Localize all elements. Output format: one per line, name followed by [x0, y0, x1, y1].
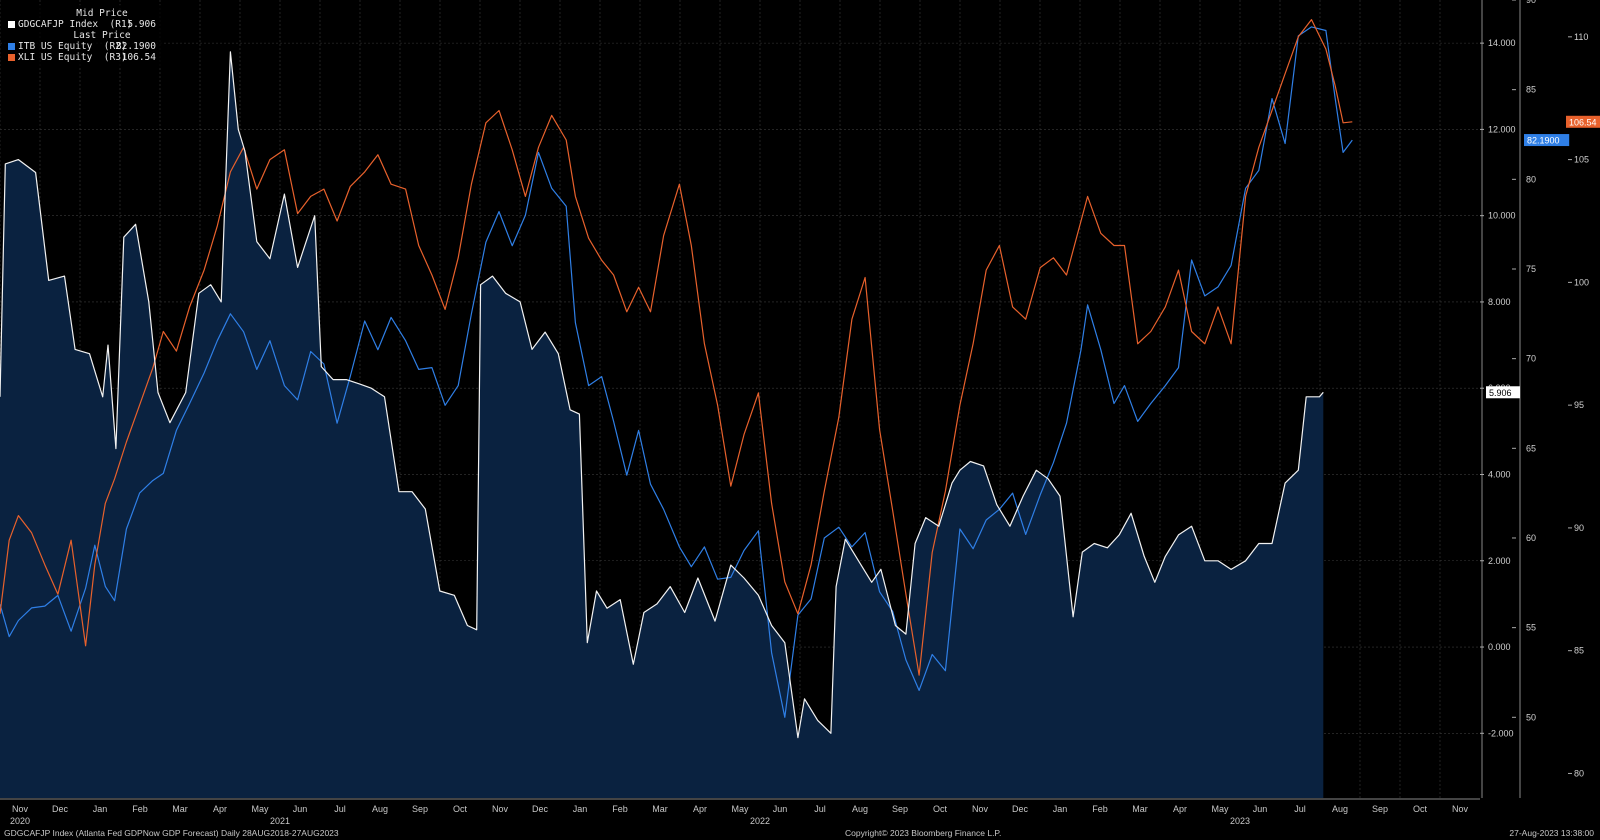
legend-value-gdp: 5.906	[127, 19, 156, 30]
last-value-tag-bg	[1486, 386, 1520, 399]
axis-tick-label-r2: 85	[1526, 85, 1536, 95]
month-tick-label: Apr	[213, 804, 227, 814]
month-tick-label: Feb	[132, 804, 148, 814]
plot-area	[0, 19, 1353, 799]
axis-tick-label-r2: 50	[1526, 712, 1536, 722]
axis-tick-label-r1: -2.000	[1488, 728, 1514, 738]
month-tick-label: Apr	[1173, 804, 1187, 814]
month-tick-label: Nov	[1452, 804, 1469, 814]
axis-tick-label-r2: 75	[1526, 264, 1536, 274]
year-tick-label: 2023	[1230, 816, 1250, 826]
footer-timestamp: 27-Aug-2023 13:38:00	[1509, 828, 1594, 838]
month-tick-label: May	[731, 804, 749, 814]
last-value-tag-label: 82.1900	[1527, 136, 1560, 146]
axis-tick-label-r2: 90	[1526, 0, 1536, 5]
month-tick-label: Sep	[892, 804, 908, 814]
legend-label-xli: XLI US Equity (R3)	[18, 52, 127, 63]
month-tick-label: Jul	[814, 804, 826, 814]
legend-swatch-gdp	[8, 21, 15, 28]
axis-tick-label-r2: 70	[1526, 354, 1536, 364]
axis-tick-label-r1: 10.000	[1488, 211, 1516, 221]
axis-tick-label-r1: 14.000	[1488, 38, 1516, 48]
axis-tick-label-r1: 2.000	[1488, 556, 1511, 566]
last-value-tag-label: 5.906	[1489, 388, 1512, 398]
month-tick-label: Nov	[492, 804, 509, 814]
legend-swatch-xli	[8, 54, 15, 61]
last-value-tag-label: 106.54	[1569, 117, 1597, 127]
month-tick-label: Aug	[1332, 804, 1348, 814]
month-tick-label: Jun	[293, 804, 308, 814]
legend-item-xli: XLI US Equity (R3) 106.54	[8, 52, 156, 63]
month-tick-label: Dec	[52, 804, 69, 814]
legend-label-itb: ITB US Equity (R2)	[18, 41, 127, 52]
month-tick-label: Aug	[852, 804, 868, 814]
month-tick-label: Aug	[372, 804, 388, 814]
month-tick-label: Feb	[1092, 804, 1108, 814]
axis-tick-label-r3: 100	[1574, 277, 1589, 287]
footer-series-description: GDGCAFJP Index (Atlanta Fed GDPNow GDP F…	[4, 828, 339, 838]
axis-tick-label-r2: 55	[1526, 623, 1536, 633]
axis-tick-label-r2: 80	[1526, 174, 1536, 184]
month-tick-label: Jul	[334, 804, 346, 814]
month-tick-label: Jan	[573, 804, 588, 814]
axes: Nov Dec Jan Feb Mar Apr May Jun Jul Aug Sep Oct Nov D…	[0, 0, 1589, 826]
series-line-itb	[0, 26, 1353, 718]
month-tick-label: Nov	[12, 804, 29, 814]
month-tick-label: Oct	[933, 804, 948, 814]
axis-tick-label-r3: 80	[1574, 768, 1584, 778]
month-tick-label: Nov	[972, 804, 989, 814]
month-tick-label: Dec	[532, 804, 549, 814]
axis-tick-label-r2: 65	[1526, 443, 1536, 453]
legend: Mid Price GDGCAFJP Index (R1) 5.906 Last…	[4, 5, 162, 66]
axis-tick-label-r2: 60	[1526, 533, 1536, 543]
legend-header-last-price: Last Price	[73, 30, 131, 41]
month-tick-label: Jun	[773, 804, 788, 814]
axis-tick-label-r1: 12.000	[1488, 124, 1516, 134]
last-value-tag-bg	[1524, 134, 1570, 147]
month-tick-label: Mar	[1132, 804, 1148, 814]
month-tick-label: Dec	[1012, 804, 1029, 814]
series-area-gdp	[0, 51, 1324, 799]
legend-value-itb: 82.1900	[115, 41, 156, 52]
year-tick-label: 2021	[270, 816, 290, 826]
month-tick-label: Jun	[1253, 804, 1268, 814]
axis-tick-label-r3: 110	[1574, 32, 1588, 42]
month-tick-label: Feb	[612, 804, 628, 814]
last-value-tag-bg	[1566, 115, 1600, 128]
axis-tick-label-r3: 95	[1574, 400, 1584, 410]
legend-item-itb: ITB US Equity (R2) 82.1900	[8, 41, 156, 52]
footer-copyright: Copyright© 2023 Bloomberg Finance L.P.	[845, 828, 1002, 838]
month-tick-label: Mar	[172, 804, 188, 814]
month-tick-label: Sep	[1372, 804, 1388, 814]
month-tick-label: Sep	[412, 804, 428, 814]
month-tick-label: May	[251, 804, 269, 814]
axis-tick-label-r3: 90	[1574, 523, 1584, 533]
legend-swatch-itb	[8, 43, 15, 50]
legend-label-gdp: GDGCAFJP Index (R1)	[18, 19, 133, 30]
month-tick-label: Mar	[652, 804, 668, 814]
month-tick-label: Apr	[693, 804, 707, 814]
month-tick-label: Jan	[93, 804, 108, 814]
axis-tick-label-r3: 85	[1574, 646, 1584, 656]
axis-tick-label-r1: 8.000	[1488, 297, 1511, 307]
legend-item-gdp: GDGCAFJP Index (R1) 5.906	[8, 19, 156, 30]
month-tick-label: Oct	[453, 804, 468, 814]
axis-tick-label-r1: 4.000	[1488, 469, 1511, 479]
series-line-gdp	[0, 51, 1324, 739]
axis-tick-label-r3: 105	[1574, 155, 1589, 165]
series-line-xli	[0, 19, 1353, 676]
month-tick-label: Jul	[1294, 804, 1306, 814]
legend-header-mid-price: Mid Price	[76, 8, 128, 19]
year-tick-label: 2020	[10, 816, 30, 826]
axis-tick-label-r1: 0.000	[1488, 642, 1511, 652]
year-tick-label: 2022	[750, 816, 770, 826]
month-tick-label: Jan	[1053, 804, 1068, 814]
last-value-tags: 5.906 82.1900 106.54	[1486, 115, 1600, 399]
month-tick-label: May	[1211, 804, 1229, 814]
legend-value-xli: 106.54	[121, 52, 156, 63]
month-tick-label: Oct	[1413, 804, 1428, 814]
